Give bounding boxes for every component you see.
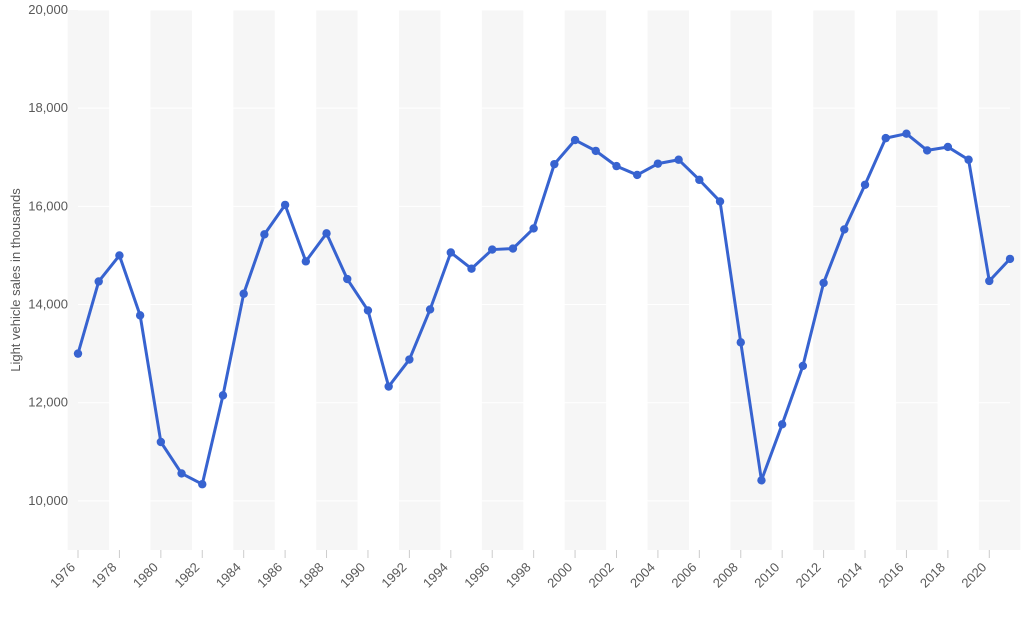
y-tick-label: 14,000 bbox=[28, 297, 68, 312]
data-point bbox=[364, 306, 372, 314]
y-tick-label: 16,000 bbox=[28, 198, 68, 213]
data-point bbox=[136, 311, 144, 319]
data-point bbox=[633, 171, 641, 179]
data-point bbox=[384, 382, 392, 390]
data-point bbox=[509, 244, 517, 252]
line-chart: 10,000 12,000 14,000 16,000 18,000 20,000 Ligh… bbox=[0, 0, 1024, 630]
data-point bbox=[467, 265, 475, 273]
data-point bbox=[447, 248, 455, 256]
data-point bbox=[654, 159, 662, 167]
data-point bbox=[695, 176, 703, 184]
data-point bbox=[674, 156, 682, 164]
data-point bbox=[115, 251, 123, 259]
data-point bbox=[985, 277, 993, 285]
y-tick-label: 12,000 bbox=[28, 395, 68, 410]
data-point bbox=[74, 349, 82, 357]
data-point bbox=[260, 230, 268, 238]
data-point bbox=[550, 160, 558, 168]
data-point bbox=[488, 245, 496, 253]
data-point bbox=[861, 181, 869, 189]
chart-svg: 10,000 12,000 14,000 16,000 18,000 20,000 Ligh… bbox=[0, 0, 1024, 630]
data-point bbox=[426, 305, 434, 313]
data-point bbox=[1006, 255, 1014, 263]
y-tick-label: 10,000 bbox=[28, 493, 68, 508]
data-point bbox=[923, 146, 931, 154]
data-point bbox=[778, 420, 786, 428]
data-point bbox=[902, 130, 910, 138]
data-point bbox=[757, 476, 765, 484]
data-point bbox=[177, 469, 185, 477]
data-point bbox=[716, 197, 724, 205]
data-point bbox=[405, 355, 413, 363]
data-point bbox=[944, 143, 952, 151]
data-point bbox=[157, 438, 165, 446]
data-point bbox=[840, 225, 848, 233]
data-point bbox=[799, 362, 807, 370]
data-point bbox=[198, 480, 206, 488]
data-point bbox=[882, 134, 890, 142]
data-point bbox=[95, 277, 103, 285]
y-axis-title: Light vehicle sales in thousands bbox=[8, 188, 23, 372]
data-point bbox=[819, 279, 827, 287]
data-point bbox=[322, 229, 330, 237]
y-tick-label: 20,000 bbox=[28, 2, 68, 17]
y-tick-label: 18,000 bbox=[28, 100, 68, 115]
data-point bbox=[281, 201, 289, 209]
data-point bbox=[612, 162, 620, 170]
data-point bbox=[343, 275, 351, 283]
data-point bbox=[571, 136, 579, 144]
data-point bbox=[592, 147, 600, 155]
data-point bbox=[239, 290, 247, 298]
data-point bbox=[964, 156, 972, 164]
data-point bbox=[529, 224, 537, 232]
data-point bbox=[302, 257, 310, 265]
data-point bbox=[219, 391, 227, 399]
data-point bbox=[737, 338, 745, 346]
